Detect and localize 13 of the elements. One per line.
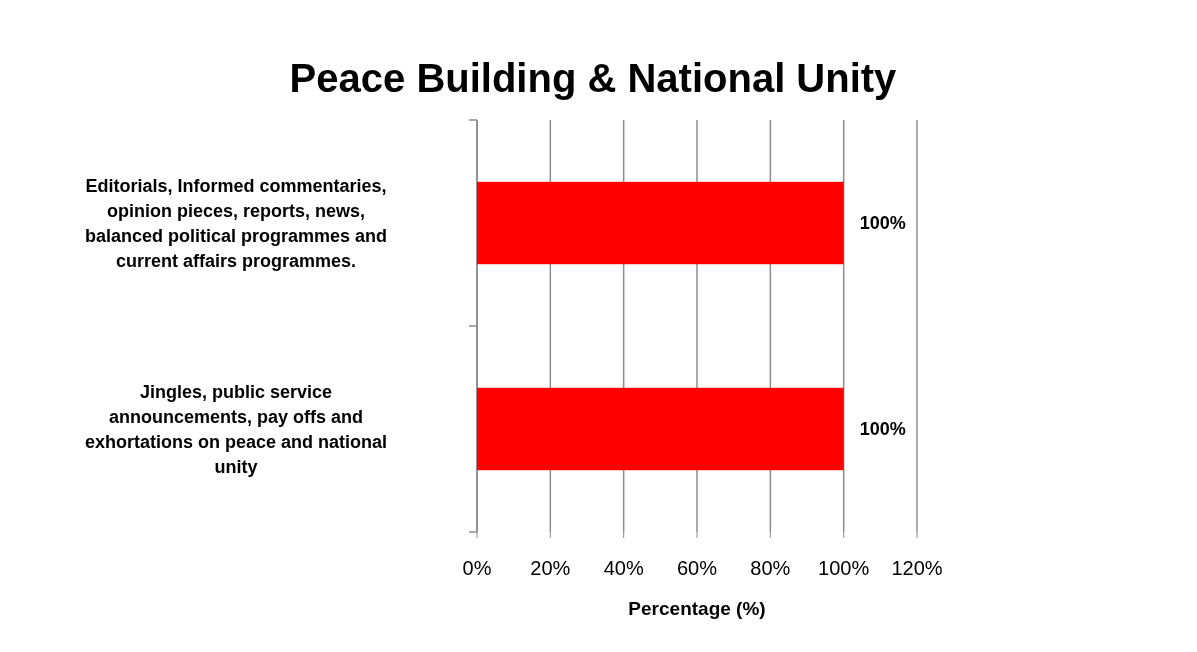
x-tick-label: 100% — [818, 557, 870, 579]
y-tick-label: Editorials, Informed commentaries, opinion pieces, reports, news, balanced political programmes and current affairs programmes. — [84, 175, 388, 271]
x-tick-label: 60% — [676, 557, 718, 579]
y-tick-label: Jingles, public service announcements, pay offs and exhortations on peace and national unity — [84, 381, 388, 477]
x-tick-label: 80% — [750, 557, 791, 579]
x-tick-label: 120% — [891, 557, 943, 579]
chart-title: Peace Building & National Unity — [289, 56, 898, 100]
data-label: 100% — [859, 419, 906, 439]
x-tick-label: 0% — [462, 557, 492, 579]
x-tick-label: 20% — [530, 557, 571, 579]
x-axis-title: Percentage (%) — [628, 598, 766, 619]
x-tick-label: 40% — [603, 557, 644, 579]
data-label: 100% — [859, 213, 906, 233]
